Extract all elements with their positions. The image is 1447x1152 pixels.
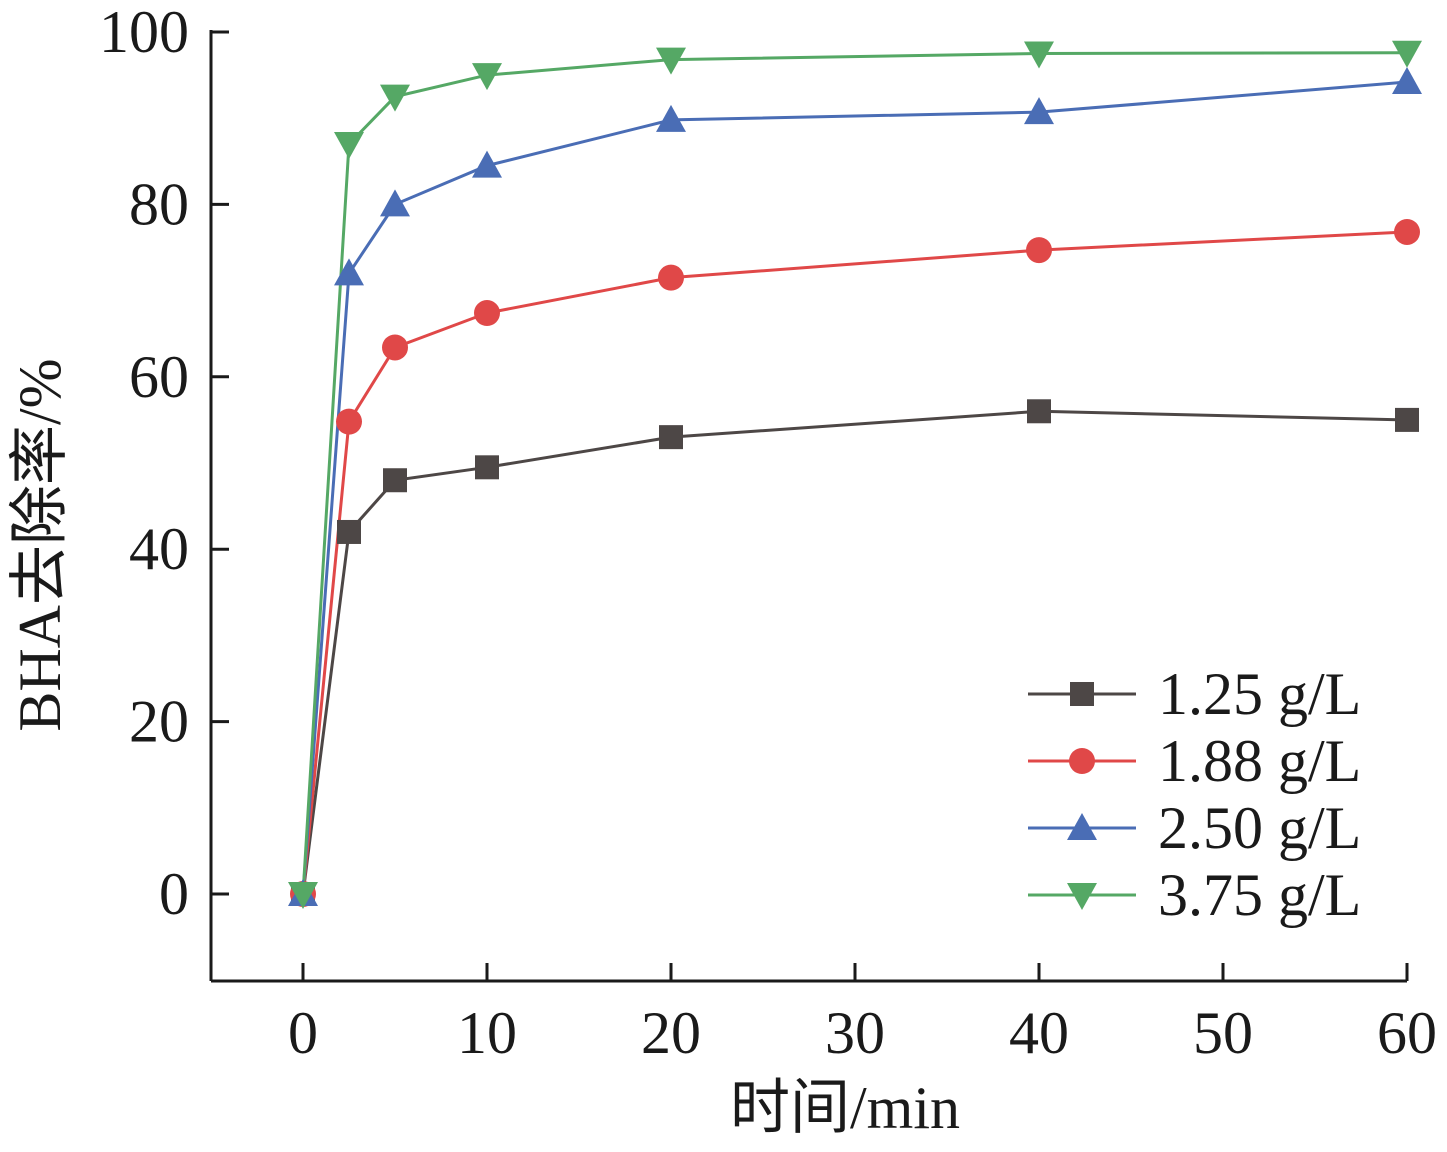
data-point-series-2 [658, 264, 684, 291]
data-point-series-1 [1395, 407, 1419, 432]
series-markers [288, 40, 1422, 909]
data-point-series-1 [659, 425, 683, 450]
data-point-series-4 [288, 882, 318, 909]
legend-marker [1067, 883, 1097, 910]
legend-marker [1067, 813, 1097, 840]
data-point-series-1 [1027, 399, 1051, 424]
data-point-series-1 [475, 455, 499, 480]
data-point-series-3 [334, 258, 364, 286]
legend-marker [1070, 682, 1094, 706]
data-point-series-4 [1392, 40, 1422, 68]
data-point-series-4 [334, 132, 364, 160]
data-point-series-2 [382, 334, 408, 361]
data-point-series-4 [1024, 41, 1054, 69]
data-point-series-4 [656, 47, 686, 75]
x-tick-label: 50 [1193, 1000, 1253, 1066]
data-point-series-2 [1394, 218, 1420, 245]
data-point-series-3 [1392, 66, 1422, 94]
data-point-series-2 [1026, 237, 1052, 264]
x-tick-label: 40 [1009, 1000, 1069, 1066]
y-ticks: 0 20 40 60 80 100 [99, 0, 229, 927]
y-tick-label: 0 [159, 861, 189, 927]
x-tick-label: 0 [288, 1000, 318, 1066]
legend-label: 1.88 g/L [1158, 728, 1361, 794]
x-tick-label: 60 [1377, 1000, 1437, 1066]
data-point-series-1 [337, 519, 361, 544]
legend-label: 1.25 g/L [1158, 661, 1361, 727]
x-ticks: 0 10 20 30 40 50 60 [288, 963, 1437, 1066]
y-tick-label: 100 [99, 0, 189, 65]
y-tick-label: 40 [129, 516, 189, 582]
legend: 1.25 g/L1.88 g/L2.50 g/L3.75 g/L [1028, 661, 1361, 928]
data-point-series-2 [336, 408, 362, 435]
data-point-series-3 [656, 104, 686, 132]
data-point-series-3 [1024, 97, 1054, 125]
legend-marker [1069, 748, 1095, 774]
data-point-series-4 [472, 63, 502, 91]
y-tick-label: 20 [129, 689, 189, 755]
axes [209, 30, 1407, 983]
x-axis-title: 时间/min [730, 1075, 960, 1141]
data-point-series-3 [380, 189, 410, 217]
y-tick-label: 60 [129, 344, 189, 410]
data-point-series-3 [472, 150, 502, 178]
y-tick-label: 80 [129, 171, 189, 237]
legend-label: 3.75 g/L [1158, 862, 1361, 928]
x-tick-label: 30 [825, 1000, 885, 1066]
data-point-series-2 [474, 300, 500, 327]
x-tick-label: 10 [457, 1000, 517, 1066]
data-point-series-4 [380, 84, 410, 112]
legend-label: 2.50 g/L [1158, 795, 1361, 861]
y-axis-title: BHA去除率/% [7, 358, 73, 731]
x-tick-label: 20 [641, 1000, 701, 1066]
data-point-series-1 [383, 468, 407, 493]
